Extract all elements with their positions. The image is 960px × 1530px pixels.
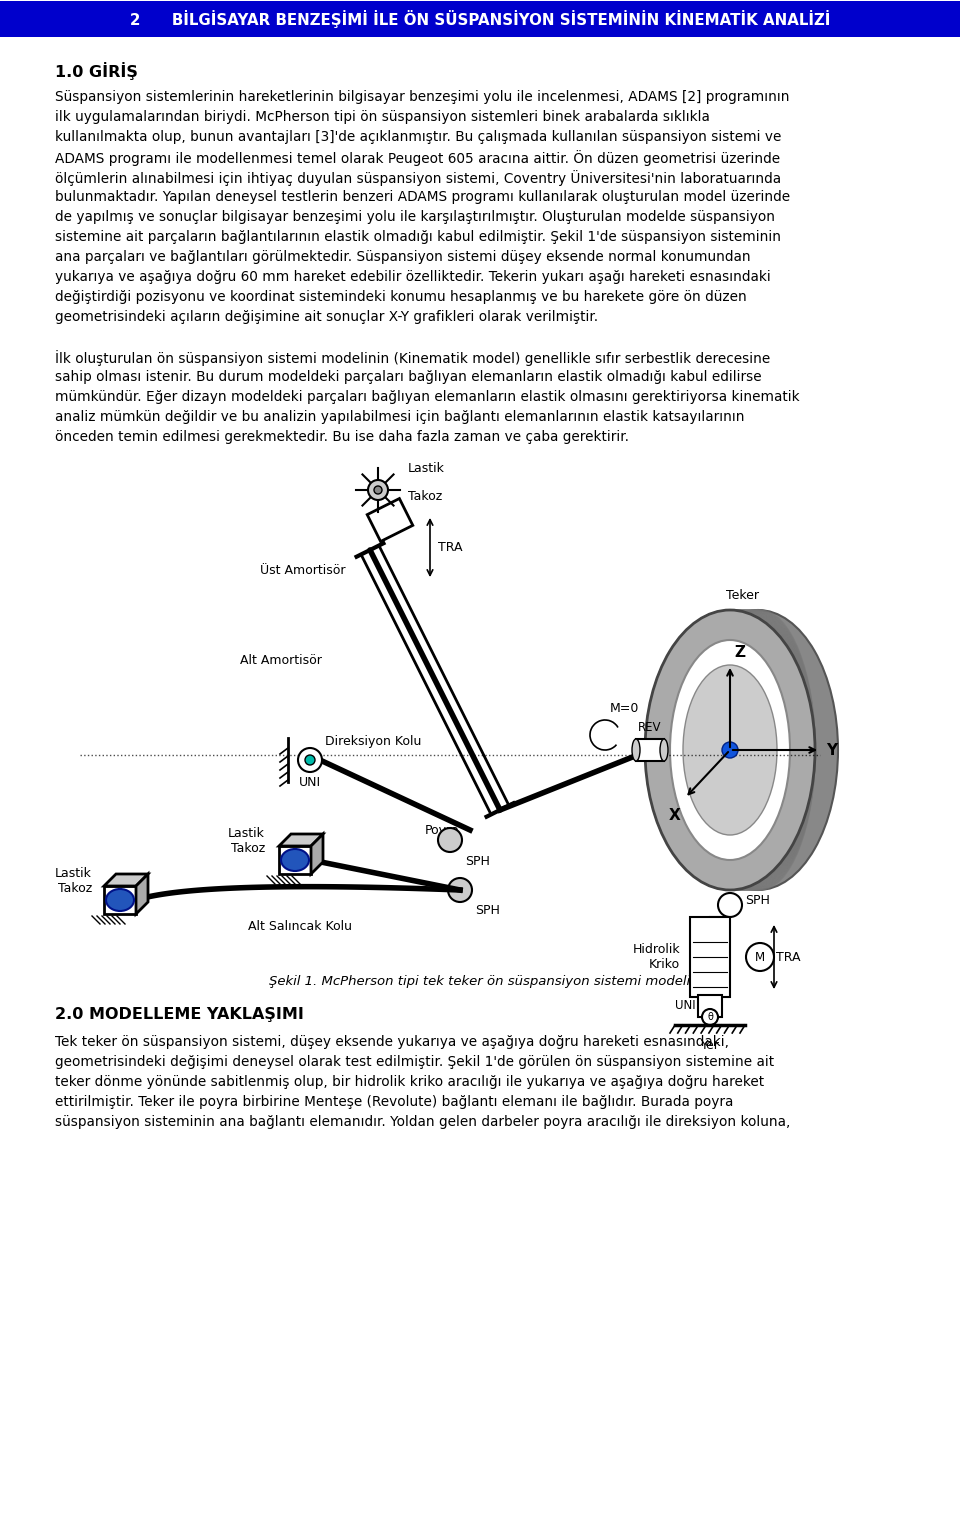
Text: sistemine ait parçaların bağlantılarının elastik olmadığı kabul edilmiştir. Şeki: sistemine ait parçaların bağlantılarının… bbox=[55, 230, 781, 243]
Polygon shape bbox=[136, 874, 148, 913]
Ellipse shape bbox=[683, 666, 777, 835]
Bar bbox=[690, 916, 730, 998]
Text: teker dönme yönünde sabitlenmiş olup, bir hidrolik kriko aracılığı ile yukarıya : teker dönme yönünde sabitlenmiş olup, bi… bbox=[55, 1076, 764, 1089]
Text: Lastik: Lastik bbox=[55, 868, 92, 880]
Text: Takoz: Takoz bbox=[58, 881, 92, 895]
Text: TRA: TRA bbox=[776, 950, 801, 964]
Circle shape bbox=[438, 828, 462, 852]
Text: Teker: Teker bbox=[726, 589, 758, 601]
Text: M=0: M=0 bbox=[610, 702, 639, 715]
Text: 2      BİLGİSAYAR BENZEŞİMİ İLE ÖN SÜSPANSİYON SİSTEMİNİN KİNEMATİK ANALİZİ: 2 BİLGİSAYAR BENZEŞİMİ İLE ÖN SÜSPANSİYO… bbox=[130, 11, 830, 28]
Circle shape bbox=[368, 480, 388, 500]
Text: bulunmaktadır. Yapılan deneysel testlerin benzeri ADAMS programı kullanılarak ol: bulunmaktadır. Yapılan deneysel testleri… bbox=[55, 190, 790, 203]
Text: Lastik: Lastik bbox=[228, 828, 265, 840]
Text: 2.0 MODELLEME YAKLAŞIMI: 2.0 MODELLEME YAKLAŞIMI bbox=[55, 1007, 304, 1022]
Text: değiştirdiği pozisyonu ve koordinat sistemindeki konumu hesaplanmış ve bu hareke: değiştirdiği pozisyonu ve koordinat sist… bbox=[55, 291, 747, 304]
Bar bbox=[279, 846, 311, 874]
Ellipse shape bbox=[670, 640, 790, 860]
Text: Y: Y bbox=[826, 742, 837, 757]
Text: ADAMS programı ile modellenmesi temel olarak Peugeot 605 aracına aittir. Ön düze: ADAMS programı ile modellenmesi temel ol… bbox=[55, 150, 780, 165]
Polygon shape bbox=[279, 834, 323, 846]
Text: önceden temin edilmesi gerekmektedir. Bu ise daha fazla zaman ve çaba gerektirir: önceden temin edilmesi gerekmektedir. Bu… bbox=[55, 430, 629, 444]
Bar bbox=[0, 2, 960, 37]
Text: de yapılmış ve sonuçlar bilgisayar benzeşimi yolu ile karşılaştırılmıştır. Oluşt: de yapılmış ve sonuçlar bilgisayar benze… bbox=[55, 210, 775, 223]
Text: X: X bbox=[668, 808, 680, 823]
Circle shape bbox=[718, 894, 742, 916]
Text: Tek teker ön süspansiyon sistemi, düşey eksende yukarıya ve aşağıya doğru hareke: Tek teker ön süspansiyon sistemi, düşey … bbox=[55, 1034, 729, 1050]
Ellipse shape bbox=[632, 739, 640, 760]
Text: TRA: TRA bbox=[438, 542, 463, 554]
Text: geometrisindeki değişimi deneysel olarak test edilmiştir. Şekil 1'de görülen ön : geometrisindeki değişimi deneysel olarak… bbox=[55, 1056, 774, 1069]
Text: θ: θ bbox=[708, 1011, 713, 1022]
Circle shape bbox=[702, 1008, 718, 1025]
Ellipse shape bbox=[660, 739, 668, 760]
Text: SPH: SPH bbox=[475, 904, 500, 916]
Text: ilk uygulamalarından biriydi. McPherson tipi ön süspansiyon sistemleri binek ara: ilk uygulamalarından biriydi. McPherson … bbox=[55, 110, 709, 124]
Polygon shape bbox=[104, 874, 148, 886]
Text: M: M bbox=[755, 950, 765, 964]
Text: analiz mümkün değildir ve bu analizin yapılabilmesi için bağlantı elemanlarının : analiz mümkün değildir ve bu analizin ya… bbox=[55, 410, 745, 424]
Circle shape bbox=[305, 754, 315, 765]
Text: SPH: SPH bbox=[465, 855, 490, 868]
Text: sahip olması istenir. Bu durum modeldeki parçaları bağlıyan elemanların elastik : sahip olması istenir. Bu durum modeldeki… bbox=[55, 370, 761, 384]
Text: Yer: Yer bbox=[701, 1039, 719, 1053]
Text: Direksiyon Kolu: Direksiyon Kolu bbox=[325, 734, 421, 748]
Text: Lastik: Lastik bbox=[408, 462, 444, 474]
Ellipse shape bbox=[281, 849, 309, 871]
Circle shape bbox=[298, 748, 322, 773]
Text: Takoz: Takoz bbox=[230, 842, 265, 855]
Text: Poyra: Poyra bbox=[425, 823, 460, 837]
Text: Üst Amortisör: Üst Amortisör bbox=[260, 563, 346, 577]
Text: İlk oluşturulan ön süspansiyon sistemi modelinin (Kinematik model) genellikle sı: İlk oluşturulan ön süspansiyon sistemi m… bbox=[55, 350, 770, 366]
Polygon shape bbox=[367, 499, 413, 542]
Bar bbox=[636, 739, 664, 760]
Text: UNI: UNI bbox=[299, 776, 321, 789]
Text: UNI: UNI bbox=[676, 999, 696, 1011]
Text: ana parçaları ve bağlantıları görülmektedir. Süspansiyon sistemi düşey eksende n: ana parçaları ve bağlantıları görülmekte… bbox=[55, 249, 751, 265]
Circle shape bbox=[374, 487, 382, 494]
Text: 1.0 GİRİŞ: 1.0 GİRİŞ bbox=[55, 63, 138, 80]
Text: süspansiyon sisteminin ana bağlantı elemanıdır. Yoldan gelen darbeler poyra arac: süspansiyon sisteminin ana bağlantı elem… bbox=[55, 1115, 790, 1129]
Text: Alt Salıncak Kolu: Alt Salıncak Kolu bbox=[248, 920, 352, 933]
Text: geometrisindeki açıların değişimine ait sonuçlar X-Y grafikleri olarak verilmişt: geometrisindeki açıların değişimine ait … bbox=[55, 311, 598, 324]
Text: kullanılmakta olup, bunun avantajları [3]'de açıklanmıştır. Bu çalışmada kullanı: kullanılmakta olup, bunun avantajları [3… bbox=[55, 130, 781, 144]
Circle shape bbox=[448, 878, 472, 903]
Bar bbox=[698, 994, 722, 1017]
Circle shape bbox=[722, 742, 738, 757]
Ellipse shape bbox=[678, 610, 838, 890]
Bar bbox=[104, 886, 136, 913]
Text: Süspansiyon sistemlerinin hareketlerinin bilgisayar benzeşimi yolu ile incelenme: Süspansiyon sistemlerinin hareketlerinin… bbox=[55, 90, 789, 104]
Text: SPH: SPH bbox=[745, 894, 770, 906]
Polygon shape bbox=[311, 834, 323, 874]
Text: Takoz: Takoz bbox=[408, 490, 443, 503]
Text: yukarıya ve aşağıya doğru 60 mm hareket edebilir özelliktedir. Tekerin yukarı aş: yukarıya ve aşağıya doğru 60 mm hareket … bbox=[55, 269, 771, 285]
Text: Hidrolik
Kriko: Hidrolik Kriko bbox=[633, 942, 680, 972]
Text: ettirilmiştir. Teker ile poyra birbirine Menteşe (Revolute) bağlantı elemanı ile: ettirilmiştir. Teker ile poyra birbirine… bbox=[55, 1095, 733, 1109]
Text: ölçümlerin alınabilmesi için ihtiyaç duyulan süspansiyon sistemi, Coventry Ünive: ölçümlerin alınabilmesi için ihtiyaç duy… bbox=[55, 170, 781, 187]
Text: Şekil 1. McPherson tipi tek teker ön süspansiyon sistemi modeli: Şekil 1. McPherson tipi tek teker ön süs… bbox=[270, 975, 690, 988]
Text: REV: REV bbox=[638, 721, 661, 734]
Ellipse shape bbox=[645, 610, 815, 890]
Circle shape bbox=[746, 942, 774, 972]
Text: mümkündür. Eğer dizayn modeldeki parçaları bağlıyan elemanların elastik olmasını: mümkündür. Eğer dizayn modeldeki parçala… bbox=[55, 390, 800, 404]
Text: Z: Z bbox=[734, 646, 745, 659]
Ellipse shape bbox=[106, 889, 134, 910]
Text: Alt Amortisör: Alt Amortisör bbox=[240, 653, 322, 667]
